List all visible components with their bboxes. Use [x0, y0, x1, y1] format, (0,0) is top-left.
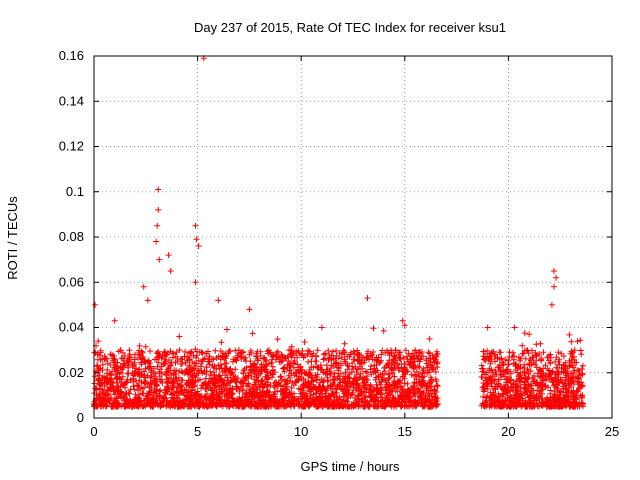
data-point	[92, 301, 99, 308]
y-tick-label: 0.06	[59, 274, 84, 289]
data-points	[91, 55, 586, 410]
chart-title: Day 237 of 2015, Rate Of TEC Index for r…	[194, 20, 506, 35]
data-point	[195, 243, 202, 250]
data-point	[426, 335, 433, 342]
data-point	[165, 252, 172, 259]
data-point	[548, 301, 555, 308]
x-tick-label: 10	[294, 424, 308, 439]
y-tick-label: 0.1	[66, 184, 84, 199]
data-point-cloud	[91, 325, 586, 410]
y-tick-label: 0.16	[59, 48, 84, 63]
data-point	[511, 324, 518, 331]
data-point	[246, 306, 253, 313]
ticks: 0 5 10 15 20 25 0 0.02 0.04 0.06 0.08 0.1 0.12 0.14 0.…	[59, 48, 620, 439]
data-point	[364, 295, 371, 302]
data-point	[156, 256, 163, 263]
data-point	[193, 236, 200, 243]
data-point	[153, 238, 160, 245]
x-tick-label: 0	[90, 424, 97, 439]
data-point	[167, 267, 174, 274]
data-point	[140, 283, 147, 290]
data-point	[154, 222, 161, 229]
data-point	[526, 331, 533, 338]
x-tick-label: 20	[501, 424, 515, 439]
x-tick-label: 5	[194, 424, 201, 439]
y-tick-label: 0.08	[59, 229, 84, 244]
y-tick-label: 0.12	[59, 139, 84, 154]
data-point	[571, 347, 578, 354]
y-tick-label: 0.04	[59, 320, 84, 335]
data-point	[553, 274, 560, 281]
x-tick-label: 15	[398, 424, 412, 439]
data-point	[401, 322, 408, 329]
data-point	[484, 324, 491, 331]
y-tick-label: 0	[77, 410, 84, 425]
data-point	[144, 297, 151, 304]
data-point	[192, 222, 199, 229]
data-point	[155, 206, 162, 213]
data-point	[111, 317, 118, 324]
data-point	[155, 186, 162, 193]
x-axis-label: GPS time / hours	[301, 459, 400, 474]
data-point	[550, 283, 557, 290]
data-point	[215, 297, 222, 304]
data-point	[95, 338, 102, 345]
data-point	[550, 267, 557, 274]
x-tick-label: 25	[605, 424, 619, 439]
y-tick-label: 0.14	[59, 93, 84, 108]
y-tick-label: 0.02	[59, 365, 84, 380]
y-axis-label: ROTI / TECUs	[5, 196, 20, 280]
data-point	[399, 317, 406, 324]
data-point	[192, 279, 199, 286]
data-point	[318, 324, 325, 331]
grid	[94, 56, 612, 418]
